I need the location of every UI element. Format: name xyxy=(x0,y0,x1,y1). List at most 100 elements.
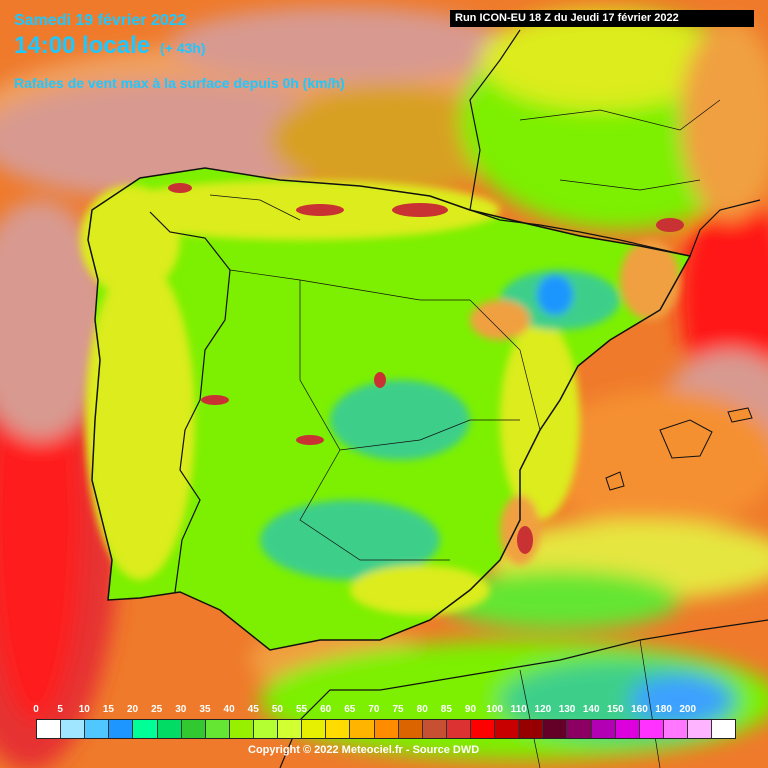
pyrenees-east-red xyxy=(656,218,684,232)
atlantic-pink-nw xyxy=(0,200,110,440)
portugal-yellow xyxy=(85,260,195,580)
legend-swatch xyxy=(591,720,616,738)
iberian-range-orange xyxy=(470,300,530,340)
legend-tick-label: 60 xyxy=(320,704,332,715)
legend-swatch xyxy=(495,720,520,738)
sea-wind-field xyxy=(0,7,768,768)
legend-swatch xyxy=(712,720,736,738)
france-yellow xyxy=(480,10,720,110)
ibiza xyxy=(605,471,625,491)
legend-swatch xyxy=(543,720,568,738)
sea-pink-band xyxy=(0,80,360,200)
sea-gold-bay xyxy=(270,85,510,195)
legend-swatch xyxy=(253,720,279,738)
north-africa-blue xyxy=(630,675,730,725)
center-teal xyxy=(330,380,470,460)
sierra-red xyxy=(296,435,324,445)
southeast-red xyxy=(517,526,533,554)
legend-color-bar xyxy=(36,719,736,739)
legend-swatch xyxy=(133,720,158,738)
legend-tick-label: 140 xyxy=(582,704,600,715)
spain-france-border xyxy=(469,209,691,257)
legend-tick-label: 90 xyxy=(464,704,477,715)
legend-swatch xyxy=(85,720,110,738)
legend-tick-label: 70 xyxy=(368,704,380,715)
legend-tick-label: 40 xyxy=(223,704,235,715)
legend-tick-label: 80 xyxy=(416,704,428,715)
legend-swatch xyxy=(615,720,640,738)
legend-tick-label: 45 xyxy=(247,704,259,715)
legend-tick-label: 35 xyxy=(199,704,211,715)
mallorca xyxy=(659,419,713,459)
legend-swatch xyxy=(37,720,62,738)
legend-swatch xyxy=(398,720,423,738)
ebro-blue xyxy=(537,275,573,315)
med-green-south xyxy=(440,570,680,630)
legend-swatch xyxy=(663,720,688,738)
legend-swatch xyxy=(374,720,399,738)
legend-swatch xyxy=(205,720,230,738)
center-red xyxy=(374,372,386,388)
spain-portugal-border xyxy=(149,211,231,593)
land-wind-field xyxy=(80,180,680,615)
legend-tick-label: 180 xyxy=(655,704,672,715)
legend-swatch xyxy=(567,720,592,738)
med-orange-balearic xyxy=(540,390,768,530)
region-borders xyxy=(209,194,541,561)
legend-tick-label: 120 xyxy=(534,704,552,715)
legend-swatch xyxy=(61,720,86,738)
france-inner-borders xyxy=(519,99,721,191)
legend-tick-label: 200 xyxy=(679,704,697,715)
legend-swatch xyxy=(639,720,664,738)
legend-swatch xyxy=(278,720,303,738)
copyright-text: Copyright © 2022 Meteociel.fr - Source D… xyxy=(248,744,480,756)
forecast-lead-time: (+ 43h) xyxy=(160,40,206,56)
south-yellow xyxy=(350,565,490,615)
legend-tick-label: 15 xyxy=(102,704,114,715)
legend-tick-label: 85 xyxy=(440,704,452,715)
menorca xyxy=(727,407,753,423)
legend-tick-label: 20 xyxy=(126,704,139,715)
france-coast xyxy=(469,29,761,257)
legend-swatch xyxy=(109,720,134,738)
legend-tick-label: 150 xyxy=(606,704,624,715)
alps-orange xyxy=(680,20,768,220)
legend-swatch xyxy=(350,720,375,738)
iberian-peninsula xyxy=(80,167,692,651)
legend-tick-label: 0 xyxy=(33,704,39,715)
legend-swatch xyxy=(157,720,182,738)
sea-pink-north xyxy=(170,7,510,83)
legend-swatch xyxy=(519,720,544,738)
forecast-date: Samedi 19 février 2022 xyxy=(14,12,187,29)
legend-tick-label: 110 xyxy=(510,704,527,715)
legend-tick-label: 75 xyxy=(392,704,404,715)
legend-swatch xyxy=(687,720,713,738)
cantabrian-red xyxy=(296,204,344,216)
legend-swatch xyxy=(422,720,447,738)
legend-tick-label: 100 xyxy=(486,704,503,715)
legend-swatch xyxy=(229,720,254,738)
mountain-gust-spots xyxy=(168,183,684,554)
map-description: Rafales de vent max à la surface depuis … xyxy=(14,75,345,91)
legend-tick-label: 5 xyxy=(57,704,63,715)
forecast-time: 14:00 locale xyxy=(14,32,151,59)
legend-tick-label: 30 xyxy=(175,704,187,715)
pyrenees-red xyxy=(392,203,448,217)
legend-swatch xyxy=(181,720,206,738)
legend-swatch xyxy=(470,720,496,738)
legend-tick-label: 25 xyxy=(151,704,163,715)
central-range-red xyxy=(201,395,229,405)
legend-swatch xyxy=(446,720,471,738)
legend-swatch xyxy=(326,720,351,738)
asturias-red xyxy=(168,183,192,193)
legend-labels: 0 5 10 15 20 25 30 35 40 45 50 55 60 65 70 75 80 85 90 100 1… xyxy=(33,704,736,718)
legend-tick-label: 10 xyxy=(78,704,90,715)
legend-tick-label: 160 xyxy=(631,704,648,715)
legend-tick-label: 50 xyxy=(271,704,283,715)
legend-tick-label: 55 xyxy=(295,704,308,715)
legend-tick-label: 65 xyxy=(344,704,356,715)
model-run-label: Run ICON-EU 18 Z du Jeudi 17 février 202… xyxy=(450,10,754,27)
north-africa-coast xyxy=(279,619,768,768)
